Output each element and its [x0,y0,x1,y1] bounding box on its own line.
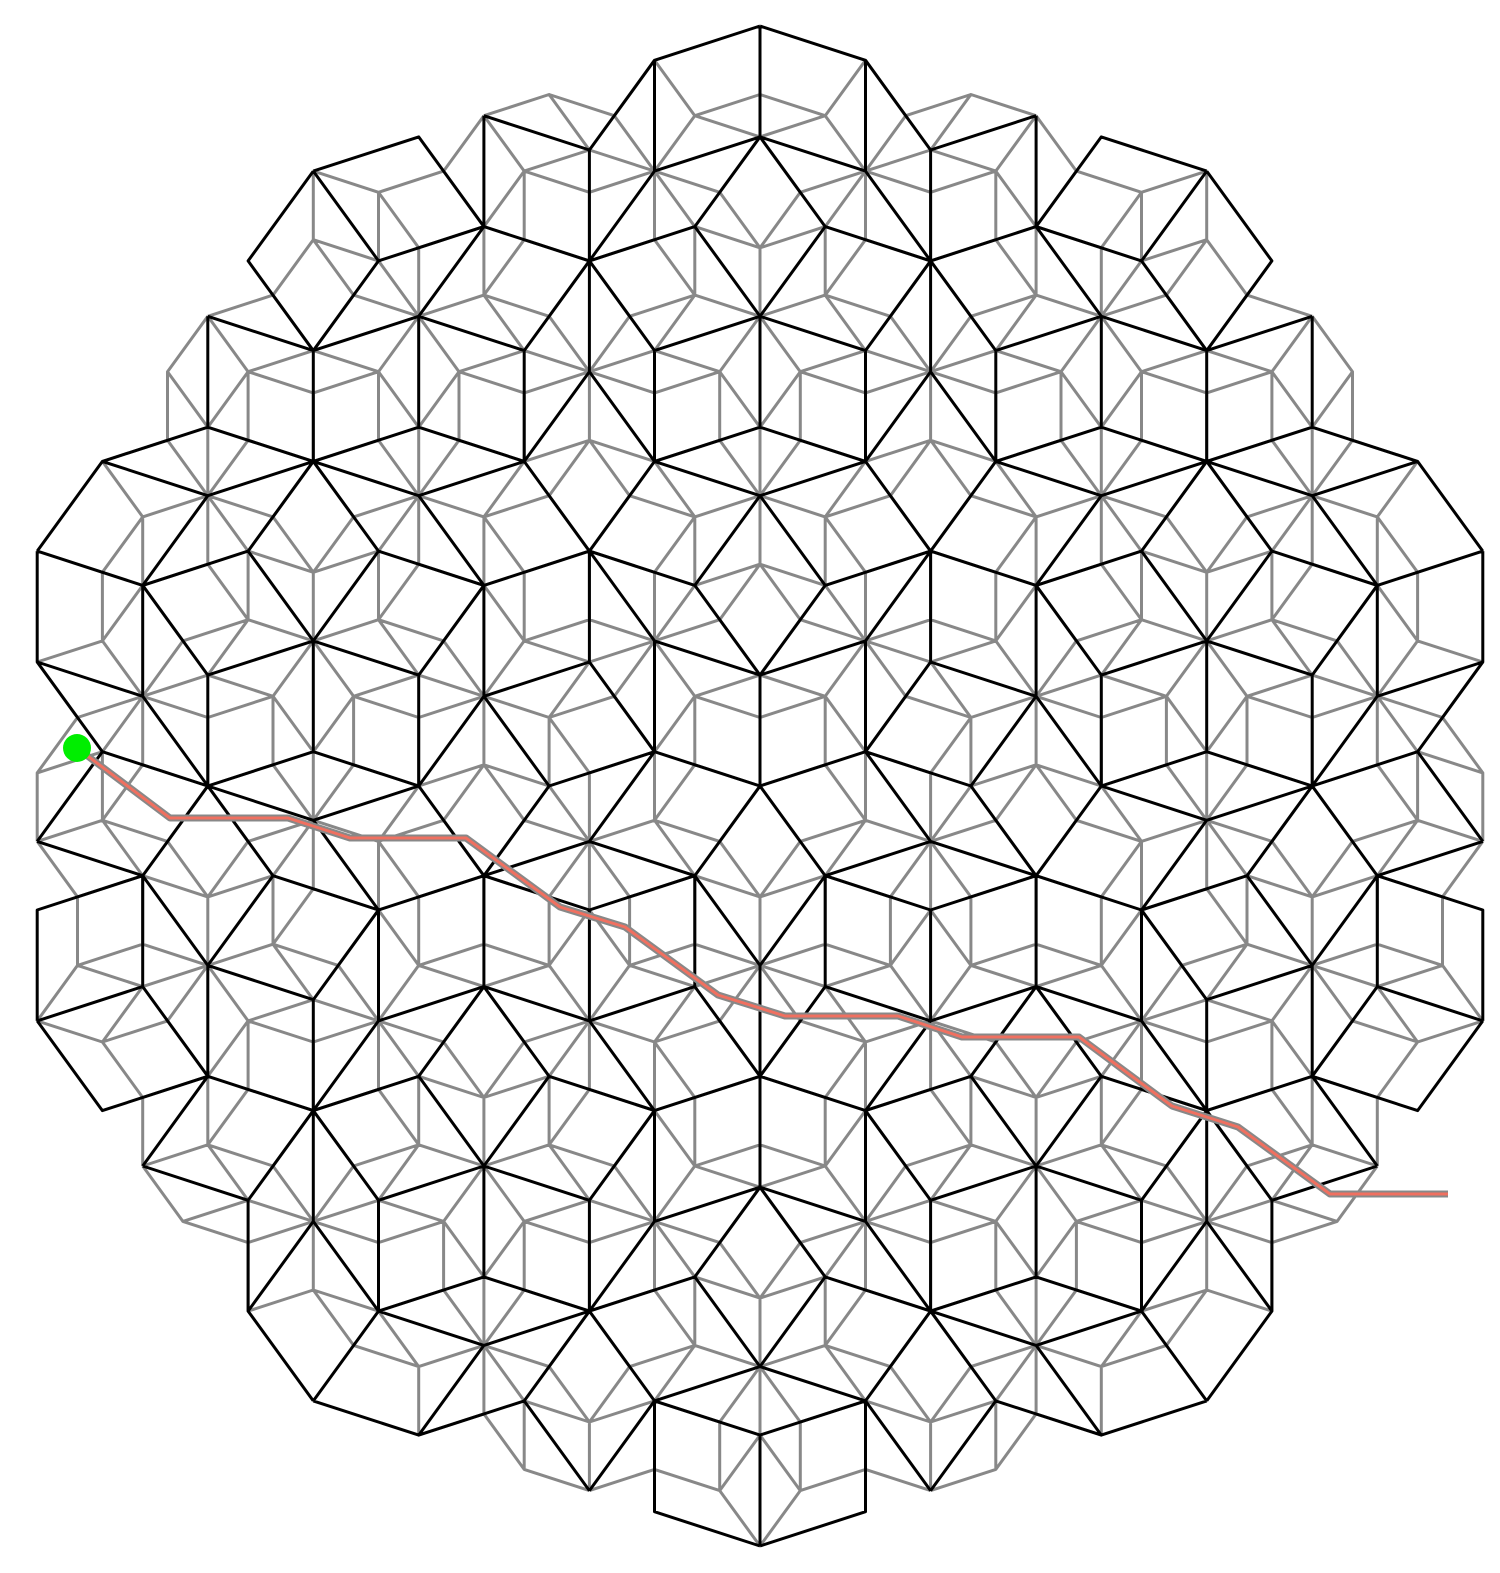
tile-edges [35,24,1485,1548]
route-path [76,746,1448,1196]
tiling [35,24,1485,1548]
fine-edges [35,59,1485,1547]
start-point [63,734,91,762]
